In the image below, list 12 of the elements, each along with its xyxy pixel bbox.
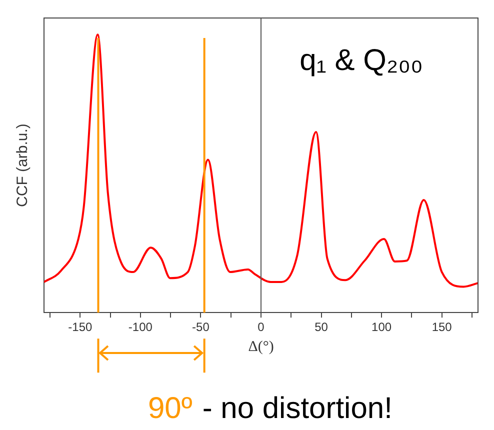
y-axis-title: CCF (arb.u.) xyxy=(14,124,32,207)
x-tick-label: -100 xyxy=(128,320,153,334)
x-tick-label: -50 xyxy=(192,320,210,334)
text: 90º xyxy=(148,392,192,425)
annotation: q₁ & Q₂₀₀ xyxy=(300,44,423,77)
text: - no distortion! xyxy=(202,392,392,425)
x-tick-label: -150 xyxy=(68,320,92,334)
x-tick-label: 0 xyxy=(258,320,265,334)
x-tick-label: 50 xyxy=(314,320,328,334)
x-tick-label: 100 xyxy=(372,320,392,334)
x-axis-title: Δ(°) xyxy=(248,338,274,355)
x-tick-label: 150 xyxy=(432,320,452,334)
